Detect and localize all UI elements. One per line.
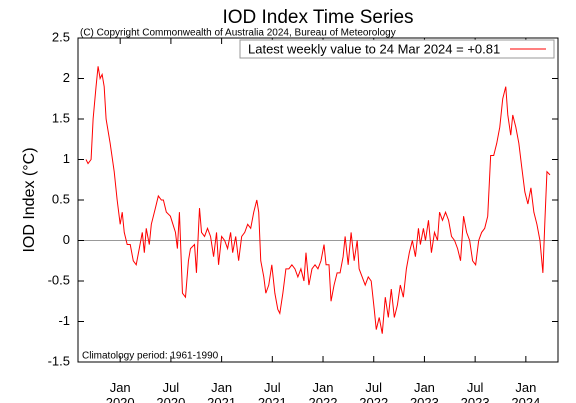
x-tick-label: Jul 2021 (257, 380, 287, 403)
series-line (85, 66, 551, 334)
x-tick-label: Jan 2022 (308, 380, 338, 403)
y-tick-label: 1.5 (52, 110, 70, 125)
x-tick-label: Jan 2024 (511, 380, 541, 403)
x-tick-label: Jul 2020 (156, 380, 186, 403)
x-tick-label: Jul 2023 (460, 380, 490, 403)
y-axis-label: IOD Index (°C) (21, 147, 38, 252)
legend-box (239, 39, 555, 59)
annotation: Climatology period: 1961-1990 (82, 351, 219, 362)
plot-frame (77, 37, 559, 363)
legend-label: Latest weekly value to 24 Mar 2024 = +0.… (248, 41, 500, 56)
x-tick-label: Jan 2021 (207, 380, 237, 403)
y-tick-label: -1.5 (48, 353, 70, 368)
y-tick-label: 0 (63, 232, 70, 247)
chart-title: IOD Index Time Series (222, 7, 413, 28)
y-tick-label: -0.5 (48, 272, 70, 287)
y-tick-label: 2 (63, 70, 70, 85)
y-tick-label: -1 (58, 313, 70, 328)
x-tick-label: Jan 2023 (409, 380, 439, 403)
x-tick-label: Jul 2022 (359, 380, 389, 403)
subtitle: (C) Copyright Commonwealth of Australia … (80, 28, 396, 39)
y-tick-label: 0.5 (52, 191, 70, 206)
y-tick-label: 1 (63, 151, 70, 166)
y-tick-label: 2.5 (52, 29, 70, 44)
x-tick-label: Jan 2020 (105, 380, 135, 403)
